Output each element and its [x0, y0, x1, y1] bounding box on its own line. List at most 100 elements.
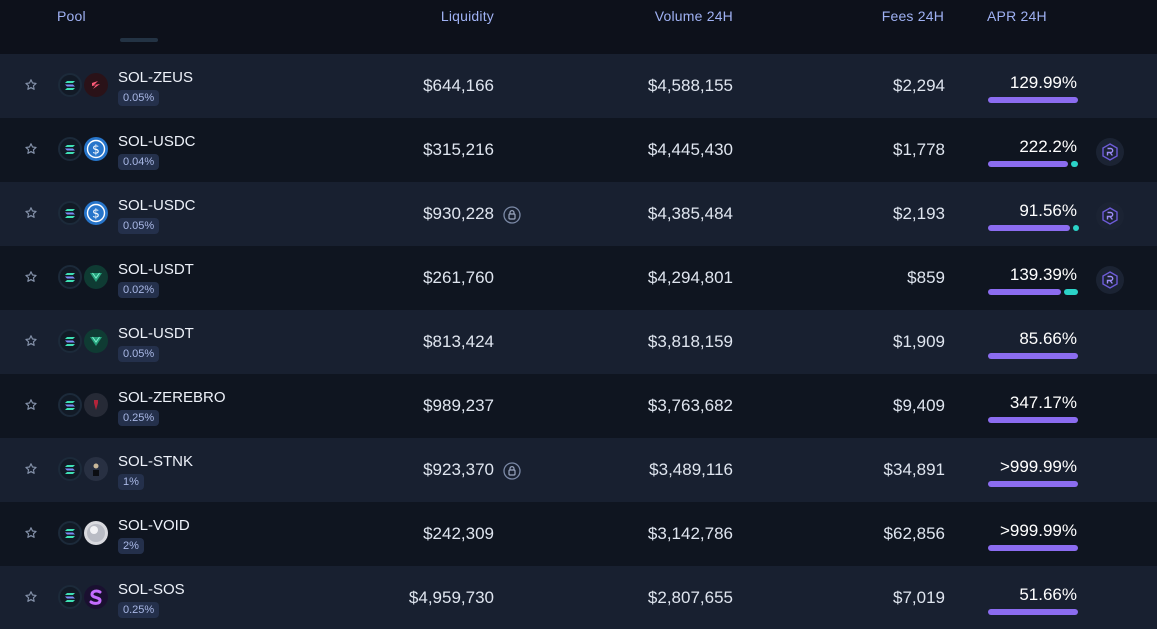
fee-tier-badge: 0.02% [118, 282, 160, 298]
fee-tier-badge: 1% [118, 474, 144, 490]
sol-token-icon [58, 265, 82, 289]
stnk-token-icon [84, 457, 108, 481]
fee-tier-badge: 0.25% [118, 602, 160, 618]
pool-pair-name[interactable]: SOL-SOS [118, 581, 185, 598]
fees-value: $1,909 [893, 332, 945, 351]
raydium-farm-icon[interactable] [1096, 138, 1124, 166]
fees-value: $62,856 [883, 524, 945, 543]
apr-bar-trading [988, 545, 1078, 551]
apr-bar-rewards [1064, 289, 1078, 295]
zerebro-token-icon [84, 393, 108, 417]
sol-token-icon [58, 201, 82, 225]
fee-tier-badge: 0.05% [118, 218, 160, 234]
pool-pair-name[interactable]: SOL-USDC [118, 197, 196, 214]
apr-value[interactable]: 85.66% [1019, 329, 1077, 348]
sol-token-icon [58, 521, 82, 545]
table-row[interactable]: SOL-ZEUS 0.05% $644,166 $4,588,155 $2,294 129… [0, 54, 1157, 118]
table-row[interactable]: SOL-VOID 2% $242,309 $3,142,786 $62,856 >999.… [0, 502, 1157, 566]
apr-bar-trading [988, 289, 1061, 295]
fee-tier-badge: 0.05% [118, 90, 160, 106]
sol-token-icon [58, 73, 82, 97]
pool-rows: SOL-ZEUS 0.05% $644,166 $4,588,155 $2,294 129… [0, 54, 1157, 629]
fee-tier-badge: 0.04% [118, 154, 160, 170]
lock-icon [503, 206, 521, 224]
header-liquidity[interactable]: Liquidity [440, 8, 494, 24]
apr-bar-rewards [1071, 161, 1078, 167]
apr-value[interactable]: 91.56% [1019, 201, 1077, 220]
apr-bar-rewards [1073, 225, 1079, 231]
usdt-token-icon [84, 265, 108, 289]
pool-pair-name[interactable]: SOL-USDC [118, 133, 196, 150]
volume-value: $3,818,159 [647, 332, 733, 351]
sol-token-icon [58, 585, 82, 609]
liquidity-value: $261,760 [423, 268, 494, 287]
apr-value[interactable]: 222.2% [1019, 137, 1077, 156]
apr-value[interactable]: >999.99% [999, 457, 1077, 476]
star-icon[interactable] [24, 206, 38, 220]
sol-token-icon [58, 329, 82, 353]
sos-token-icon [84, 585, 108, 609]
star-icon[interactable] [24, 526, 38, 540]
fees-value: $34,891 [883, 460, 945, 479]
star-icon[interactable] [24, 462, 38, 476]
apr-value[interactable]: 51.66% [1019, 585, 1077, 604]
fees-value: $1,778 [893, 140, 945, 159]
star-icon[interactable] [24, 270, 38, 284]
volume-value: $4,588,155 [647, 76, 733, 95]
fees-value: $2,294 [893, 76, 945, 95]
table-row[interactable]: SOL-USDT 0.05% $813,424 $3,818,159 $1,909 85.… [0, 310, 1157, 374]
apr-bar-trading [988, 161, 1068, 167]
liquidity-value: $989,237 [423, 396, 494, 415]
apr-value[interactable]: >999.99% [999, 521, 1077, 540]
table-row[interactable]: $ SOL-USDC 0.05% $930,228 $4,385,484 $2,193 91… [0, 182, 1157, 246]
star-icon[interactable] [24, 590, 38, 604]
volume-value: $4,445,430 [647, 140, 733, 159]
fee-tier-badge: 0.05% [118, 346, 160, 362]
sol-token-icon [58, 393, 82, 417]
pool-pair-name[interactable]: SOL-ZEUS [118, 69, 194, 86]
table-row[interactable]: SOL-SOS 0.25% $4,959,730 $2,807,655 $7,019 51… [0, 566, 1157, 629]
liquidity-value: $813,424 [423, 332, 494, 351]
liquidity-value: $4,959,730 [408, 588, 494, 607]
apr-value[interactable]: 139.39% [1009, 265, 1077, 284]
pool-pair-name[interactable]: SOL-USDT [118, 325, 194, 342]
table-row[interactable]: SOL-USDT 0.02% $261,760 $4,294,801 $859 139.3… [0, 246, 1157, 310]
apr-bar-trading [988, 97, 1078, 103]
apr-bar-trading [988, 225, 1070, 231]
apr-value[interactable]: 347.17% [1009, 393, 1077, 412]
header-apr[interactable]: APR 24H [987, 8, 1047, 24]
pool-pair-name[interactable]: SOL-VOID [118, 517, 190, 534]
apr-bar [988, 417, 1078, 423]
table-row[interactable]: SOL-ZEREBRO 0.25% $989,237 $3,763,682 $9,409… [0, 374, 1157, 438]
pool-pair-name[interactable]: SOL-USDT [118, 261, 194, 278]
apr-bar-trading [988, 481, 1078, 487]
pool-pair-name[interactable]: SOL-STNK [118, 453, 194, 470]
table-row[interactable]: SOL-STNK 1% $923,370 $3,489,116 $34,891 >999.… [0, 438, 1157, 502]
raydium-farm-icon[interactable] [1096, 202, 1124, 230]
apr-bar [988, 225, 1079, 231]
liquidity-value: $930,228 [423, 204, 494, 223]
apr-bar [988, 161, 1078, 167]
header-fees[interactable]: Fees 24H [881, 8, 944, 24]
apr-bar [988, 609, 1078, 615]
table-row[interactable]: $ SOL-USDC 0.04% $315,216 $4,445,430 $1,778 22… [0, 118, 1157, 182]
volume-value: $4,294,801 [647, 268, 733, 287]
apr-value[interactable]: 129.99% [1009, 73, 1077, 92]
header-volume[interactable]: Volume 24H [654, 8, 733, 24]
fees-value: $2,193 [893, 204, 945, 223]
star-icon[interactable] [24, 334, 38, 348]
sol-token-icon [58, 137, 82, 161]
star-icon[interactable] [24, 142, 38, 156]
fee-tier-badge: 2% [118, 538, 144, 554]
header-pool[interactable]: Pool [57, 8, 86, 24]
fees-value: $7,019 [893, 588, 945, 607]
star-icon[interactable] [24, 78, 38, 92]
apr-bar [988, 481, 1078, 487]
liquidity-value: $644,166 [423, 76, 494, 95]
star-icon[interactable] [24, 398, 38, 412]
apr-bar [988, 353, 1078, 359]
apr-bar [988, 97, 1078, 103]
pool-pair-name[interactable]: SOL-ZEREBRO [118, 389, 226, 406]
raydium-farm-icon[interactable] [1096, 266, 1124, 294]
